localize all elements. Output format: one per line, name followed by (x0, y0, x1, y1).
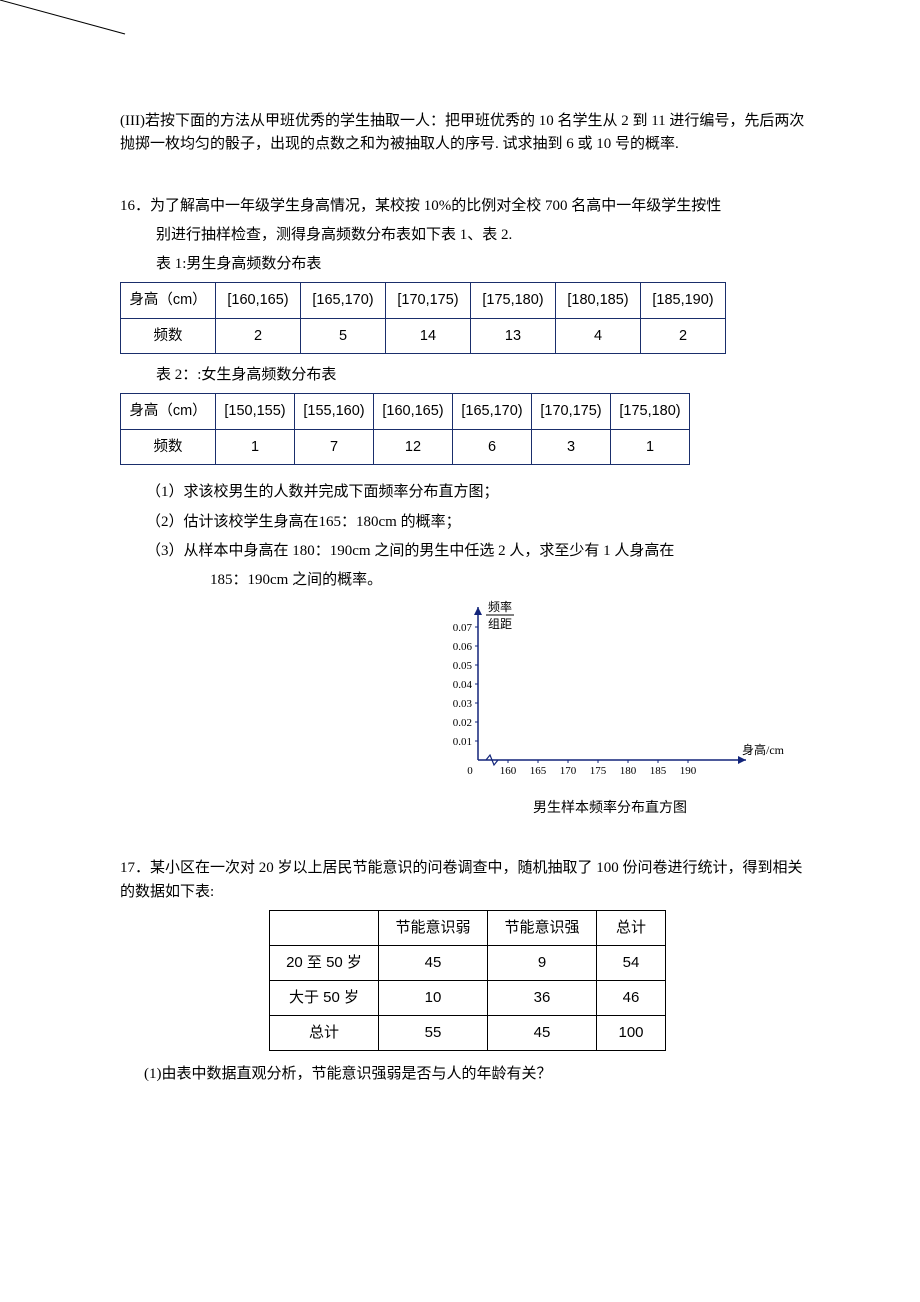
q16-p3a: （3）从样本中身高在 180：190cm 之间的男生中任选 2 人，求至少有 1… (120, 540, 815, 563)
q16-p1: （1）求该校男生的人数并完成下面频率分布直方图； (120, 481, 815, 504)
freq-cell: 4 (556, 318, 641, 353)
svg-text:频率: 频率 (488, 600, 512, 614)
freq-cell: 14 (386, 318, 471, 353)
ct-cell: 55 (379, 1015, 488, 1050)
bin-cell: [150,155) (216, 394, 295, 429)
q16-table1-label: 表 1:男生身高频数分布表 (120, 253, 815, 276)
q16-table2-label: 表 2：:女生身高频数分布表 (120, 364, 815, 387)
diagonal-header-cell (270, 910, 379, 945)
histogram-svg: 0.01 0.02 0.03 0.04 0.05 0.06 0.07 160 165 170 175… (420, 600, 790, 785)
freq-cell: 2 (216, 318, 301, 353)
ct-cell: 45 (488, 1015, 597, 1050)
bin-cell: [175,180) (611, 394, 690, 429)
q16-stem-line1: 16．为了解高中一年级学生身高情况，某校按 10%的比例对全校 700 名高中一… (120, 195, 815, 218)
ct-cell: 100 (597, 1015, 666, 1050)
row-label: 身高（cm） (121, 394, 216, 429)
table-row: 身高（cm） [150,155) [155,160) [160,165) [16… (121, 394, 690, 429)
bin-cell: [170,175) (386, 283, 471, 318)
col-header: 节能意识强 (488, 910, 597, 945)
bin-cell: [185,190) (641, 283, 726, 318)
ct-cell: 45 (379, 945, 488, 980)
svg-text:0.03: 0.03 (453, 698, 473, 710)
freq-cell: 13 (471, 318, 556, 353)
svg-text:0.02: 0.02 (453, 717, 472, 729)
q15-part3: (III)若按下面的方法从甲班优秀的学生抽取一人：把甲班优秀的 10 名学生从 … (120, 110, 815, 157)
freq-cell: 1 (611, 429, 690, 464)
row-label: 频数 (121, 318, 216, 353)
bin-cell: [170,175) (532, 394, 611, 429)
svg-text:身高/cm: 身高/cm (742, 742, 785, 757)
bin-cell: [160,165) (216, 283, 301, 318)
svg-text:190: 190 (680, 765, 697, 777)
svg-text:0.06: 0.06 (453, 641, 473, 653)
q16-p2: （2）估计该校学生身高在165：180cm 的概率； (120, 511, 815, 534)
bin-cell: [175,180) (471, 283, 556, 318)
row-header: 20 至 50 岁 (270, 945, 379, 980)
svg-text:170: 170 (560, 765, 577, 777)
table-row: 总计 55 45 100 (270, 1015, 666, 1050)
freq-cell: 3 (532, 429, 611, 464)
svg-text:0.04: 0.04 (453, 679, 473, 691)
bin-cell: [165,170) (301, 283, 386, 318)
table-row: 身高（cm） [160,165) [165,170) [170,175) [17… (121, 283, 726, 318)
svg-text:165: 165 (530, 765, 547, 777)
q16-table1: 身高（cm） [160,165) [165,170) [170,175) [17… (120, 282, 726, 354)
ct-cell: 36 (488, 980, 597, 1015)
freq-cell: 7 (295, 429, 374, 464)
ct-cell: 10 (379, 980, 488, 1015)
freq-cell: 1 (216, 429, 295, 464)
q17-p1: (1)由表中数据直观分析，节能意识强弱是否与人的年龄有关？ (120, 1063, 815, 1086)
ct-cell: 46 (597, 980, 666, 1015)
q16-table2: 身高（cm） [150,155) [155,160) [160,165) [16… (120, 393, 690, 465)
bin-cell: [155,160) (295, 394, 374, 429)
q16: 16．为了解高中一年级学生身高情况，某校按 10%的比例对全校 700 名高中一… (120, 195, 815, 820)
diagonal-line-icon (0, 0, 125, 34)
ct-cell: 9 (488, 945, 597, 980)
svg-text:160: 160 (500, 765, 517, 777)
svg-text:0.01: 0.01 (453, 736, 472, 748)
row-label: 频数 (121, 429, 216, 464)
freq-cell: 5 (301, 318, 386, 353)
freq-cell: 6 (453, 429, 532, 464)
svg-text:185: 185 (650, 765, 667, 777)
row-header: 大于 50 岁 (270, 980, 379, 1015)
svg-text:180: 180 (620, 765, 637, 777)
ct-cell: 54 (597, 945, 666, 980)
table-row: 频数 1 7 12 6 3 1 (121, 429, 690, 464)
bin-cell: [165,170) (453, 394, 532, 429)
svg-text:组距: 组距 (488, 617, 512, 631)
svg-text:0.05: 0.05 (453, 660, 473, 672)
bin-cell: [160,165) (374, 394, 453, 429)
col-header: 节能意识弱 (379, 910, 488, 945)
row-label: 身高（cm） (121, 283, 216, 318)
q17-table: 节能意识弱 节能意识强 总计 20 至 50 岁 45 9 54 大于 50 岁… (269, 910, 666, 1051)
table-row: 大于 50 岁 10 36 46 (270, 980, 666, 1015)
table-row: 频数 2 5 14 13 4 2 (121, 318, 726, 353)
row-header: 总计 (270, 1015, 379, 1050)
q17-stem: 17．某小区在一次对 20 岁以上居民节能意识的问卷调查中，随机抽取了 100 … (120, 857, 815, 904)
freq-cell: 12 (374, 429, 453, 464)
svg-text:175: 175 (590, 765, 607, 777)
table-row: 20 至 50 岁 45 9 54 (270, 945, 666, 980)
col-header: 总计 (597, 910, 666, 945)
histogram-caption: 男生样本频率分布直方图 (420, 798, 800, 820)
q16-p3b: 185：190cm 之间的概率。 (120, 569, 815, 592)
q15-part3-text: (III)若按下面的方法从甲班优秀的学生抽取一人：把甲班优秀的 10 名学生从 … (120, 110, 815, 157)
q16-stem-line2: 别进行抽样检查，测得身高频数分布表如下表 1、表 2. (120, 224, 815, 247)
histogram-figure: 0.01 0.02 0.03 0.04 0.05 0.06 0.07 160 165 170 175… (420, 600, 800, 819)
table-row: 节能意识弱 节能意识强 总计 (270, 910, 666, 945)
bin-cell: [180,185) (556, 283, 641, 318)
q17: 17．某小区在一次对 20 岁以上居民节能意识的问卷调查中，随机抽取了 100 … (120, 857, 815, 1086)
freq-cell: 2 (641, 318, 726, 353)
svg-text:0.07: 0.07 (453, 622, 473, 634)
svg-text:0: 0 (467, 765, 473, 777)
